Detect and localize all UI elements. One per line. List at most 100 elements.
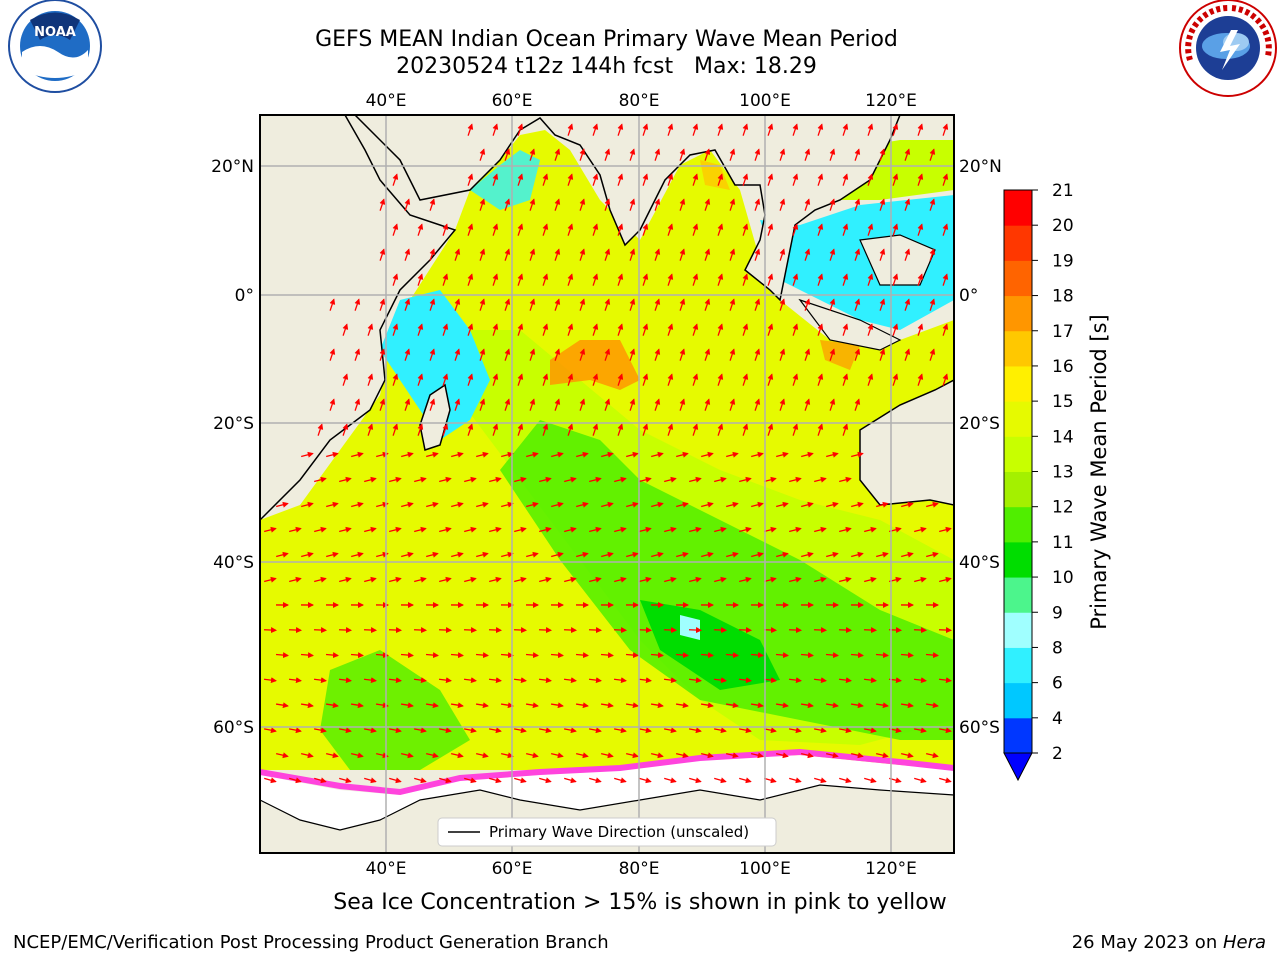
wave-direction-arrow [429, 348, 436, 361]
wave-direction-arrow [601, 451, 614, 458]
wave-direction-arrow [401, 451, 414, 458]
colorbar-swatch [1004, 436, 1032, 472]
wave-direction-arrow [754, 148, 761, 161]
wave-direction-arrow [767, 123, 774, 136]
wave-direction-arrow [592, 273, 599, 286]
wave-direction-arrow [679, 298, 686, 311]
wave-direction-arrow [917, 273, 924, 286]
wave-direction-arrow [904, 298, 911, 311]
wave-direction-arrow [329, 298, 336, 311]
wave-direction-arrow [579, 148, 586, 161]
wave-direction-arrow [613, 727, 627, 734]
wave-direction-arrow [364, 476, 377, 483]
wave-direction-arrow [639, 576, 652, 583]
wave-direction-arrow [942, 323, 949, 336]
wave-direction-arrow [725, 652, 739, 659]
lat-label-right: 20°S [959, 414, 1000, 434]
wave-direction-arrow [651, 551, 664, 558]
wave-direction-arrow [879, 348, 886, 361]
wave-direction-arrow [463, 627, 477, 634]
wave-direction-arrow [342, 373, 349, 386]
wave-direction-arrow [667, 373, 674, 386]
wave-direction-arrow [842, 423, 849, 436]
wave-direction-arrow [667, 173, 674, 186]
wave-direction-arrow [379, 398, 386, 411]
wave-direction-arrow [925, 652, 939, 659]
wave-direction-arrow [826, 451, 839, 458]
wave-direction-arrow [454, 398, 461, 411]
colorbar-tick-label: 9 [1052, 603, 1063, 623]
wave-direction-arrow [625, 702, 639, 709]
wave-direction-arrow [579, 248, 586, 261]
wave-direction-arrow [438, 727, 452, 734]
wave-direction-arrow [551, 551, 564, 558]
wave-direction-arrow [654, 198, 661, 211]
wave-direction-arrow [792, 123, 799, 136]
wave-direction-arrow [713, 677, 727, 684]
wave-direction-arrow [739, 476, 752, 483]
wave-direction-arrow [738, 727, 752, 734]
wave-direction-arrow [413, 677, 427, 684]
wave-direction-arrow [350, 702, 364, 709]
africa-land [260, 115, 457, 522]
wave-direction-arrow [867, 173, 874, 186]
wave-direction-arrow [926, 501, 939, 508]
wave-direction-arrow [576, 501, 589, 508]
wave-direction-arrow [364, 777, 377, 784]
noaa-logo: NOAA [8, 0, 102, 93]
wave-direction-arrow [604, 248, 611, 261]
wave-direction-arrow [379, 348, 386, 361]
wave-direction-arrow [754, 398, 761, 411]
wave-direction-arrow [839, 576, 852, 583]
wave-direction-arrow [642, 423, 649, 436]
wave-direction-arrow [467, 423, 474, 436]
wave-direction-arrow [492, 123, 499, 136]
wave-direction-arrow [879, 198, 886, 211]
wave-direction-arrow [792, 273, 799, 286]
lat-labels: 20°N 0° 20°S 40°S 60°S 20°N 0° 20°S 40°S… [211, 157, 1002, 738]
wave-direction-arrow [692, 423, 699, 436]
asia-land [353, 115, 901, 302]
wave-direction-arrow [542, 373, 549, 386]
wave-direction-arrow [867, 373, 874, 386]
wave-direction-arrow [617, 373, 624, 386]
wave-direction-arrow [617, 123, 624, 136]
wave-direction-arrow [489, 777, 502, 784]
wave-direction-arrow [700, 652, 714, 659]
wave-direction-arrow [692, 223, 699, 236]
wave-direction-arrow [763, 677, 777, 684]
wave-direction-arrow [589, 777, 602, 784]
wave-direction-arrow [776, 551, 789, 558]
wave-direction-arrow [800, 702, 814, 709]
colorbar-swatch [1004, 541, 1032, 578]
wave-direction-arrow [863, 727, 877, 734]
wave-direction-arrow [917, 323, 924, 336]
wave-direction-arrow [554, 298, 561, 311]
wave-direction-arrow [288, 677, 302, 684]
wave-direction-arrow [664, 476, 677, 483]
wave-direction-arrow [726, 501, 739, 508]
wave-direction-arrow [388, 627, 402, 634]
wave-direction-arrow [842, 273, 849, 286]
wave-direction-arrow [489, 576, 502, 583]
wave-direction-arrow [501, 451, 514, 458]
wave-direction-arrow [314, 526, 327, 533]
wave-direction-arrow [742, 123, 749, 136]
wave-direction-arrow [389, 777, 402, 784]
wave-direction-arrow [601, 501, 614, 508]
wave-direction-arrow [939, 576, 952, 583]
wave-direction-arrow [701, 752, 714, 759]
wave-direction-arrow [742, 223, 749, 236]
wave-direction-arrow [817, 123, 824, 136]
wave-direction-arrow [864, 526, 877, 533]
wave-direction-arrow [829, 348, 836, 361]
wave-direction-arrow [514, 476, 527, 483]
wave-direction-arrow [614, 476, 627, 483]
wave-direction-arrow [551, 451, 564, 458]
wave-direction-arrow [901, 752, 914, 759]
wave-direction-arrow [642, 323, 649, 336]
wave-direction-arrow [339, 576, 352, 583]
wave-direction-arrow [900, 702, 914, 709]
wave-direction-arrow [529, 298, 536, 311]
wave-direction-arrow [600, 652, 614, 659]
